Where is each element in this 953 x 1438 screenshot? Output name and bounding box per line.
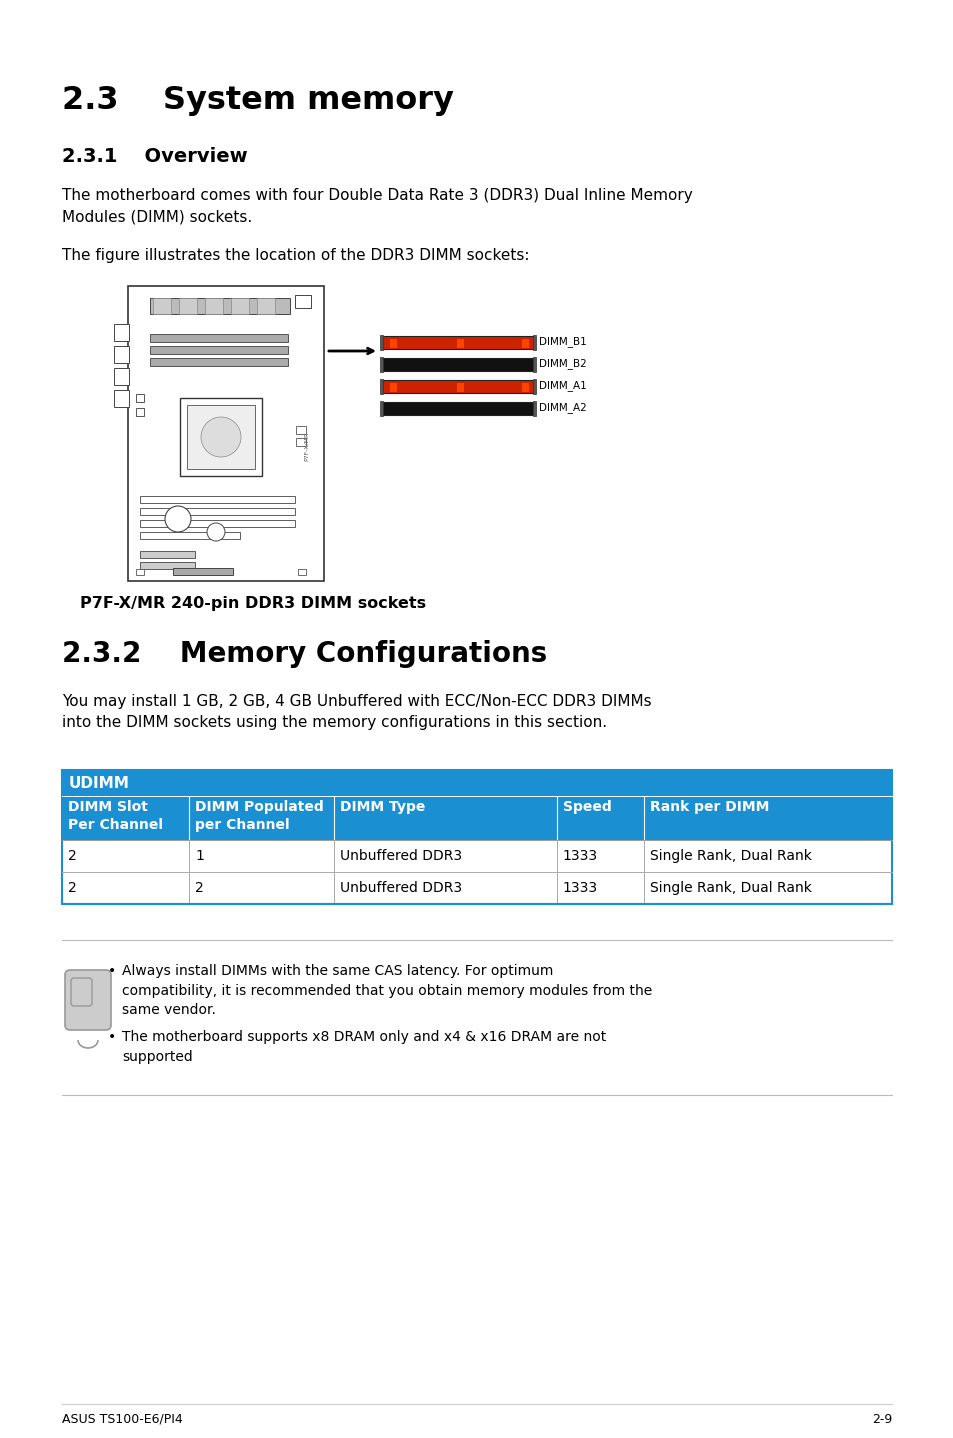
Text: Single Rank, Dual Rank: Single Rank, Dual Rank: [649, 848, 811, 863]
Text: P7F-X/MR 240-pin DDR3 DIMM sockets: P7F-X/MR 240-pin DDR3 DIMM sockets: [80, 595, 426, 611]
Text: 2-9: 2-9: [871, 1414, 891, 1426]
Text: Rank per DIMM: Rank per DIMM: [649, 800, 768, 814]
Text: Speed: Speed: [562, 800, 611, 814]
Text: ASUS TS100-E6/PI4: ASUS TS100-E6/PI4: [62, 1414, 183, 1426]
Bar: [533, 380, 536, 394]
Bar: [521, 383, 529, 393]
Bar: [256, 298, 274, 313]
Bar: [140, 551, 194, 558]
Text: The motherboard supports x8 DRAM only and x4 & x16 DRAM are not
supported: The motherboard supports x8 DRAM only an…: [122, 1030, 605, 1064]
Bar: [150, 358, 288, 367]
Text: DIMM_B1: DIMM_B1: [538, 336, 586, 348]
Text: 2: 2: [68, 848, 76, 863]
Text: 1: 1: [194, 848, 204, 863]
Bar: [140, 521, 294, 526]
Text: Always install DIMMs with the same CAS latency. For optimum
compatibility, it is: Always install DIMMs with the same CAS l…: [122, 963, 652, 1017]
Bar: [128, 286, 324, 581]
Bar: [150, 334, 288, 342]
Bar: [136, 408, 144, 416]
Bar: [294, 295, 311, 308]
Bar: [205, 298, 223, 313]
Text: Unbuffered DDR3: Unbuffered DDR3: [340, 881, 462, 894]
Text: The motherboard comes with four Double Data Rate 3 (DDR3) Dual Inline Memory
Mod: The motherboard comes with four Double D…: [62, 188, 692, 224]
Bar: [390, 383, 396, 393]
Text: DIMM_A2: DIMM_A2: [538, 403, 586, 414]
Text: 2: 2: [68, 881, 76, 894]
Bar: [150, 347, 288, 354]
Bar: [379, 335, 382, 349]
Circle shape: [207, 523, 225, 541]
Bar: [379, 401, 382, 416]
Bar: [381, 380, 534, 393]
Text: 1333: 1333: [562, 848, 598, 863]
Bar: [113, 390, 129, 407]
Bar: [140, 532, 240, 539]
Text: 2.3.1    Overview: 2.3.1 Overview: [62, 147, 248, 165]
Bar: [231, 298, 249, 313]
Bar: [172, 568, 233, 575]
Bar: [113, 368, 129, 385]
Bar: [381, 403, 534, 416]
Bar: [136, 394, 144, 403]
Bar: [113, 324, 129, 341]
Text: Unbuffered DDR3: Unbuffered DDR3: [340, 848, 462, 863]
Bar: [295, 426, 306, 434]
Circle shape: [201, 417, 241, 457]
Text: DIMM Type: DIMM Type: [340, 800, 425, 814]
Bar: [140, 496, 294, 503]
Bar: [295, 439, 306, 446]
Bar: [187, 406, 254, 469]
Bar: [456, 383, 463, 393]
Bar: [533, 335, 536, 349]
Bar: [381, 358, 534, 371]
Bar: [62, 769, 891, 905]
Bar: [533, 401, 536, 416]
Bar: [62, 840, 891, 871]
Text: DIMM_B2: DIMM_B2: [538, 358, 586, 370]
Bar: [533, 357, 536, 372]
Text: UDIMM: UDIMM: [69, 777, 130, 791]
Text: 1333: 1333: [562, 881, 598, 894]
Bar: [297, 569, 306, 575]
Bar: [390, 339, 396, 348]
Text: 2.3.2    Memory Configurations: 2.3.2 Memory Configurations: [62, 640, 547, 669]
Bar: [140, 562, 194, 569]
Text: DIMM Populated
per Channel: DIMM Populated per Channel: [194, 800, 323, 831]
Text: •: •: [108, 1030, 116, 1044]
Bar: [180, 398, 262, 476]
Bar: [113, 347, 129, 362]
Bar: [179, 298, 196, 313]
Text: P7F-X/MR: P7F-X/MR: [303, 431, 308, 460]
Text: •: •: [108, 963, 116, 978]
Bar: [379, 380, 382, 394]
Text: DIMM_A1: DIMM_A1: [538, 381, 586, 391]
Text: You may install 1 GB, 2 GB, 4 GB Unbuffered with ECC/Non-ECC DDR3 DIMMs
into the: You may install 1 GB, 2 GB, 4 GB Unbuffe…: [62, 695, 651, 731]
Bar: [62, 769, 891, 797]
Text: 2: 2: [194, 881, 204, 894]
Bar: [521, 339, 529, 348]
FancyBboxPatch shape: [71, 978, 91, 1007]
Bar: [152, 298, 171, 313]
Text: Single Rank, Dual Rank: Single Rank, Dual Rank: [649, 881, 811, 894]
Bar: [381, 336, 534, 349]
Bar: [456, 339, 463, 348]
Bar: [140, 508, 294, 515]
Text: DIMM Slot
Per Channel: DIMM Slot Per Channel: [68, 800, 163, 831]
Text: The figure illustrates the location of the DDR3 DIMM sockets:: The figure illustrates the location of t…: [62, 247, 529, 263]
Bar: [150, 298, 290, 313]
Bar: [62, 797, 891, 840]
Text: 2.3    System memory: 2.3 System memory: [62, 85, 454, 116]
Bar: [379, 357, 382, 372]
Bar: [62, 871, 891, 905]
FancyBboxPatch shape: [65, 971, 111, 1030]
Circle shape: [165, 506, 191, 532]
Bar: [136, 569, 144, 575]
